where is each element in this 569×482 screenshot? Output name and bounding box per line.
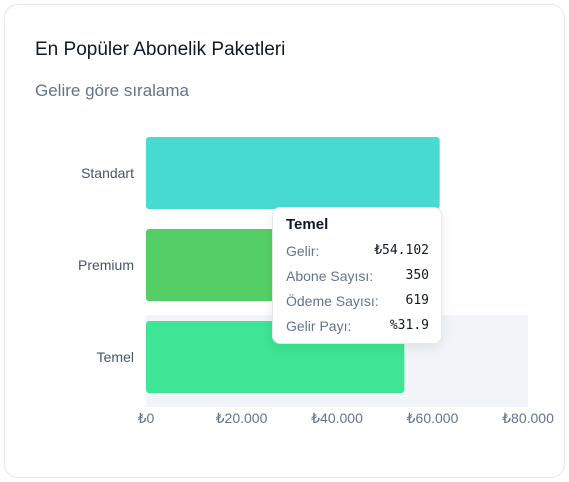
- tooltip-value: %31.9: [389, 318, 429, 333]
- x-tick-label: ₺40.000: [311, 410, 363, 426]
- chart-title: En Popüler Abonelik Paketleri: [35, 39, 286, 60]
- category-label: Standart: [81, 165, 134, 181]
- chart-subtitle: Gelire göre sıralama: [35, 81, 190, 100]
- x-tick-label: ₺20.000: [216, 410, 268, 426]
- category-label: Premium: [78, 257, 134, 273]
- tooltip-label: Abone Sayısı:: [286, 268, 374, 284]
- chart-tooltip: Temel Gelir: ₺54.102 Abone Sayısı: 350 Ö…: [272, 207, 442, 344]
- category-label: Temel: [97, 349, 134, 365]
- bar-standart: [146, 137, 440, 209]
- tooltip-label: Gelir:: [286, 243, 320, 259]
- tooltip-value: 350: [405, 268, 429, 283]
- tooltip-row-subscribers: Abone Sayısı: 350: [286, 265, 429, 290]
- tooltip-value: ₺54.102: [374, 243, 429, 258]
- tooltip-label: Gelir Payı:: [286, 318, 352, 334]
- tooltip-title: Temel: [286, 216, 329, 233]
- x-tick-label: ₺60.000: [407, 410, 459, 426]
- tooltip-label: Ödeme Sayısı:: [286, 293, 379, 309]
- x-tick-label: ₺80.000: [502, 410, 554, 426]
- x-tick-label: ₺0: [138, 410, 155, 426]
- tooltip-row-share: Gelir Payı: %31.9: [286, 315, 429, 340]
- tooltip-row-payments: Ödeme Sayısı: 619: [286, 290, 429, 315]
- tooltip-row-revenue: Gelir: ₺54.102: [286, 240, 429, 265]
- tooltip-value: 619: [405, 293, 429, 308]
